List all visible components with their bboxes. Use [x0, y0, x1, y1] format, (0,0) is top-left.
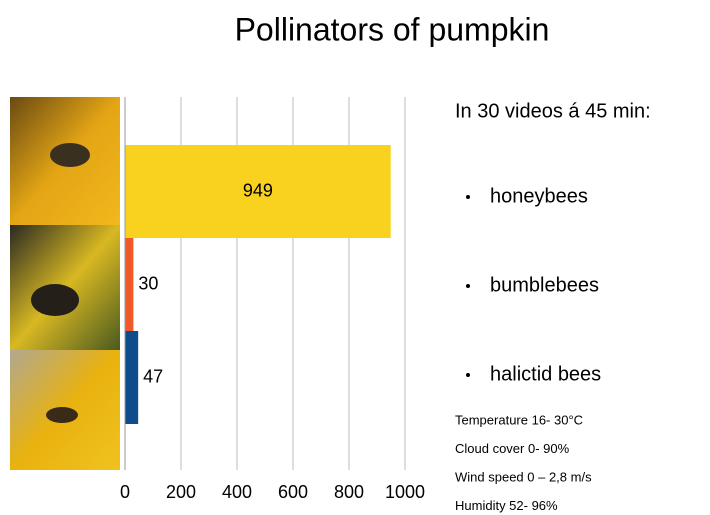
side-item: bumblebees	[490, 274, 599, 296]
x-tick-label: 200	[166, 482, 196, 502]
bee	[31, 284, 79, 316]
condition: Temperature 16- 30°C	[455, 412, 583, 427]
chart-title: Pollinators of pumpkin	[235, 11, 550, 47]
data-label: 949	[243, 180, 273, 200]
bar	[125, 331, 139, 424]
bullet	[466, 373, 470, 377]
side-item: halictid bees	[490, 363, 601, 385]
condition: Cloud cover 0- 90%	[455, 441, 570, 456]
condition: Wind speed 0 – 2,8 m/s	[455, 469, 592, 484]
bar	[125, 238, 134, 331]
x-tick-label: 400	[222, 482, 252, 502]
bar	[125, 145, 391, 238]
x-tick-label: 800	[334, 482, 364, 502]
bullet	[466, 195, 470, 199]
condition: Humidity 52- 96%	[455, 498, 558, 513]
data-label: 30	[138, 273, 158, 293]
bee	[46, 407, 78, 423]
x-tick-label: 1000	[385, 482, 425, 502]
side-heading: In 30 videos á 45 min:	[455, 100, 651, 122]
bee	[50, 143, 90, 167]
x-tick-label: 0	[120, 482, 130, 502]
bullet	[466, 284, 470, 288]
side-item: honeybees	[490, 185, 588, 207]
data-label: 47	[143, 366, 163, 386]
x-tick-label: 600	[278, 482, 308, 502]
